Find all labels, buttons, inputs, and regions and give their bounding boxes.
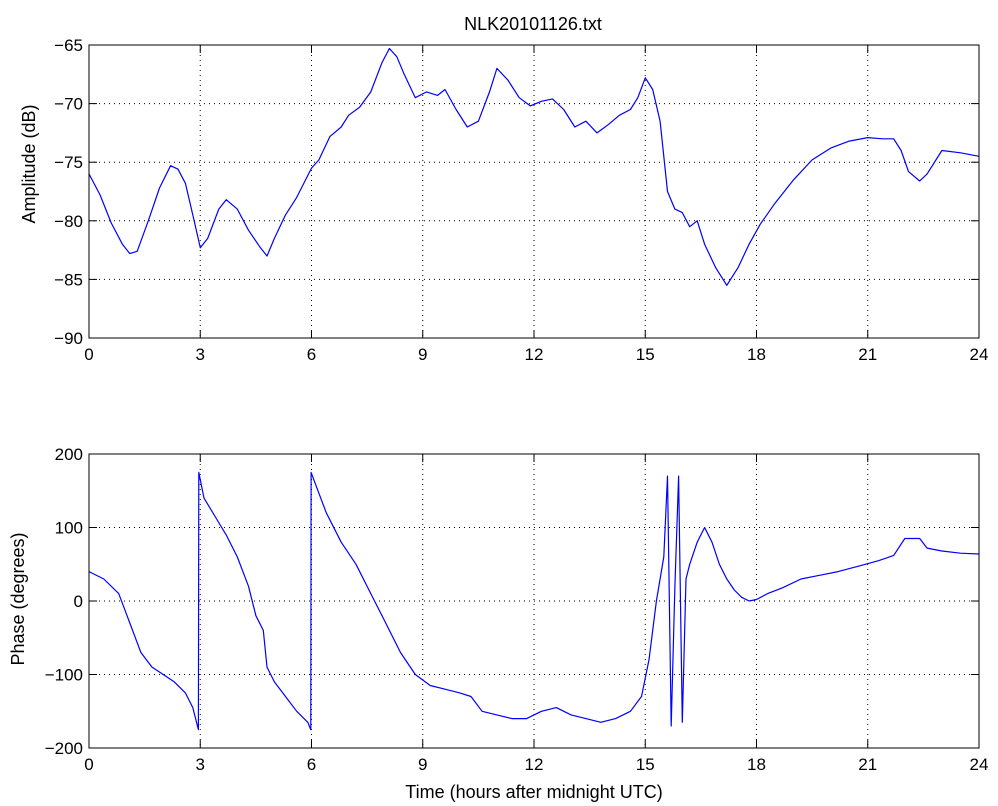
amplitude-x-tick-label: 15 [636,345,655,364]
amplitude-x-tick-label: 6 [307,345,316,364]
amplitude-y-tick-label: −80 [54,212,83,231]
amplitude-x-tick-label: 18 [747,345,766,364]
phase-x-tick-label: 21 [858,755,877,774]
amplitude-y-tick-label: −70 [54,95,83,114]
amplitude-x-tick-label: 12 [525,345,544,364]
phase-x-axis-label: Time (hours after midnight UTC) [405,782,662,802]
phase-y-axis-label: Phase (degrees) [8,532,28,665]
amplitude-y-tick-label: −85 [54,270,83,289]
amplitude-y-tick-label: −75 [54,153,83,172]
phase-panel: 0 3 6 9 12 15 18 21 24 −200 −100 0 100 200 [45,445,989,774]
phase-x-tick-label: 12 [525,755,544,774]
phase-y-tick-label: 0 [74,592,83,611]
amplitude-x-tick-label: 24 [970,345,989,364]
amplitude-y-axis-label: Amplitude (dB) [19,104,39,223]
phase-y-tick-label: −100 [45,666,83,685]
phase-x-tick-label: 0 [84,755,93,774]
amplitude-panel: 0 3 6 9 12 15 18 21 24 −90 −85 −80 −75 −70 −65 [54,36,988,364]
phase-y-tick-label: 100 [55,519,83,538]
phase-x-tick-label: 3 [196,755,205,774]
amplitude-x-tick-label: 21 [858,345,877,364]
phase-y-tick-label: 200 [55,445,83,464]
phase-x-tick-label: 18 [747,755,766,774]
amplitude-x-tick-label: 0 [84,345,93,364]
figure-title: NLK20101126.txt [464,14,602,34]
phase-x-tick-label: 15 [636,755,655,774]
phase-series-line [88,471,980,731]
amplitude-x-tick-label: 3 [196,345,205,364]
amplitude-y-tick-label: −65 [54,36,83,55]
phase-x-tick-label: 9 [418,755,427,774]
phase-x-tick-label: 6 [307,755,316,774]
phase-y-tick-label: −200 [45,739,83,758]
amplitude-series-line [88,47,980,286]
phase-x-tick-label: 24 [970,755,989,774]
amplitude-y-tick-label: −90 [54,329,83,348]
amplitude-x-tick-label: 9 [418,345,427,364]
